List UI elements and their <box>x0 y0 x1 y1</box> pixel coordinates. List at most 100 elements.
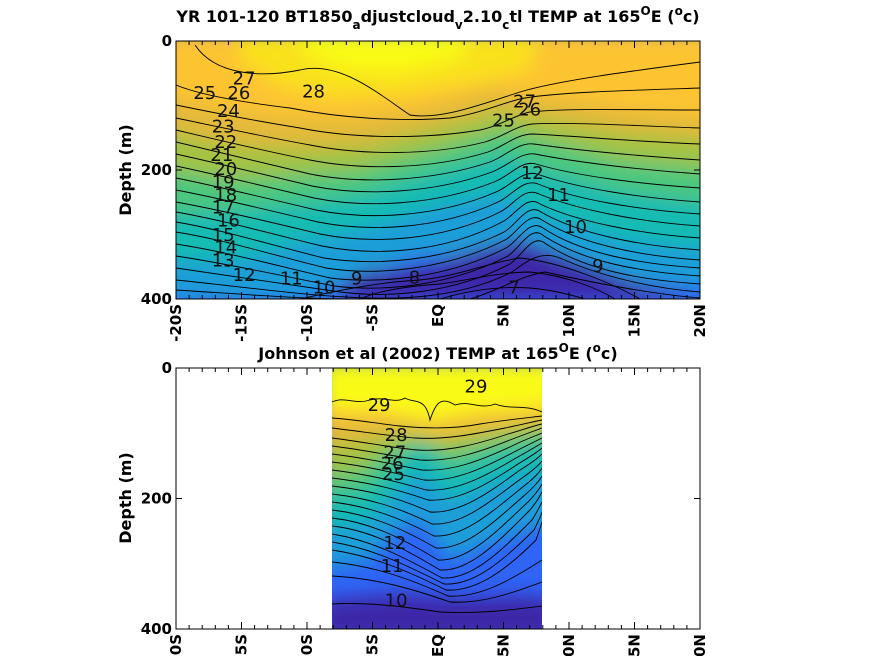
top-contour-label: 9 <box>351 269 362 290</box>
bottom-contour-labels: 29 29 28 27 26 25 12 11 10 <box>368 377 488 612</box>
top-contour-label: 24 <box>217 101 240 122</box>
top-y-tick-label: 0 <box>162 32 172 50</box>
top-contour-label: 7 <box>508 278 519 299</box>
top-contour-9 <box>299 257 641 299</box>
bottom-contour-label: 25 <box>382 464 405 485</box>
bottom-contour-19 <box>332 467 542 537</box>
top-contour-label: 25 <box>193 83 216 104</box>
bottom-title: Johnson et al (2002) TEMP at 165OE (oc) <box>257 341 617 363</box>
bottom-y-tick-label: 200 <box>141 490 172 508</box>
top-contour-label: 22 <box>214 132 237 153</box>
bottom-contour-16 <box>332 491 542 571</box>
bottom-title-part-2: E ( <box>569 344 593 363</box>
bottom-y-tick-label: 400 <box>141 620 172 638</box>
bottom-contour-28b <box>332 419 542 439</box>
top-contour-25 <box>176 117 700 153</box>
bottom-contour-10 <box>332 603 542 613</box>
top-contour-21 <box>176 162 700 205</box>
bottom-title-part-4: c) <box>601 344 618 363</box>
svg-text:YR 101-120 BT1850adjustcloudv2: YR 101-120 BT1850adjustcloudv2.10ctl TEM… <box>175 4 699 32</box>
bottom-contour-20 <box>332 460 542 525</box>
bottom-y-tick-label: 0 <box>162 359 172 377</box>
top-contour-7 <box>439 287 586 299</box>
top-y-tick-label: 200 <box>141 161 172 179</box>
top-contour-label: 18 <box>214 185 237 206</box>
bottom-contour-label: 29 <box>465 377 488 398</box>
top-contour-label: 20 <box>214 159 237 180</box>
top-chart: YR 101-120 BT1850adjustcloudv2.10ctl TEM… <box>116 4 709 342</box>
svg-text:Johnson et al (2002) TEMP at 1: Johnson et al (2002) TEMP at 165OE (oc) <box>257 341 617 363</box>
bottom-title-part-3: o <box>593 341 601 355</box>
top-contour-28 <box>194 44 700 117</box>
bottom-contour-label: 12 <box>383 533 406 554</box>
top-title-part-0: YR 101-120 BT1850 <box>175 7 352 26</box>
top-y-tick-label: 400 <box>141 290 172 308</box>
top-contour-label: 12 <box>521 163 544 184</box>
bottom-contour-11 <box>332 575 542 603</box>
top-x-tick-label: -10S <box>298 304 316 342</box>
bottom-chart: Johnson et al (2002) TEMP at 165OE (oc) <box>116 341 709 656</box>
top-contour-label: 19 <box>212 172 235 193</box>
bottom-contour-25 <box>332 432 542 471</box>
top-title-part-8: E ( <box>651 7 675 26</box>
top-x-tick-label: 15N <box>626 304 644 337</box>
top-y-axis-label: Depth (m) <box>116 124 135 216</box>
top-contour-24 <box>176 129 700 168</box>
bottom-contour-14 <box>332 511 542 585</box>
top-x-tick-label: 5N <box>495 304 513 327</box>
top-contour-label: 12 <box>233 265 256 286</box>
bottom-contour-28a <box>332 415 542 429</box>
top-contour-label: 26 <box>518 100 541 121</box>
top-contour-15 <box>176 217 700 272</box>
top-contour-label: 11 <box>280 269 303 290</box>
top-contour-14 <box>176 225 700 281</box>
top-title-part-2: djustcloud <box>361 7 455 26</box>
top-contour-label: 17 <box>212 198 235 219</box>
top-contour-27 <box>176 84 700 120</box>
top-contour-17 <box>176 201 700 252</box>
bottom-contour-22 <box>332 447 542 501</box>
top-contour-20 <box>176 172 700 217</box>
bottom-x-tick-labels: -20S -15S -10S -5S EQ 5N 10N 15N 20N <box>167 634 709 656</box>
top-x-tick-label: 10N <box>560 304 578 337</box>
top-contour-26 <box>176 104 700 138</box>
bottom-contour-23 <box>332 442 542 491</box>
top-contour-12 <box>176 240 700 295</box>
top-contour-label: 9 <box>592 256 603 277</box>
top-contour-11 <box>176 254 700 299</box>
top-title-part-7: O <box>641 4 651 18</box>
top-contour-label: 15 <box>212 225 235 246</box>
top-x-tick-label: -20S <box>167 304 185 342</box>
top-contour-18 <box>176 191 700 240</box>
bottom-x-tick-label: 10N <box>560 634 578 656</box>
top-contour-label: 14 <box>214 238 237 259</box>
bottom-contour-24 <box>332 437 542 481</box>
top-contour-label: 21 <box>210 145 233 166</box>
top-title-part-10: c) <box>683 7 700 26</box>
bottom-x-tick-label: -15S <box>233 634 251 656</box>
top-contour-label: 27 <box>513 91 536 112</box>
top-contour-labels: 27 26 25 28 24 23 22 21 20 19 18 17 16 1… <box>193 69 603 299</box>
top-title: YR 101-120 BT1850adjustcloudv2.10ctl TEM… <box>175 4 699 32</box>
top-x-tick-labels: -20S -15S -10S -5S EQ 5N 10N 15N 20N <box>167 304 709 342</box>
bottom-contour-29 <box>332 397 542 422</box>
top-contour-label: 28 <box>302 82 325 103</box>
bottom-contour-label: 10 <box>385 591 408 612</box>
top-x-tick-label: -15S <box>233 304 251 342</box>
top-contour-label: 8 <box>409 267 420 288</box>
top-contour-label: 23 <box>212 116 235 137</box>
top-tick-marks <box>175 40 701 300</box>
top-contour-label: 10 <box>313 278 336 299</box>
bottom-contour-12 <box>332 559 542 597</box>
bottom-contour-21 <box>332 453 542 513</box>
top-title-part-6: tl TEMP at 165 <box>509 7 640 26</box>
bottom-contour-label: 28 <box>385 425 408 446</box>
top-contour-19 <box>176 182 700 228</box>
top-title-part-1: a <box>353 18 361 32</box>
bottom-contour-17 <box>332 483 542 561</box>
top-contour-23 <box>176 141 700 181</box>
bottom-y-tick-labels: 0 200 400 <box>141 359 172 638</box>
bottom-x-tick-label: 15N <box>626 634 644 656</box>
bottom-x-tick-label: 20N <box>691 634 709 656</box>
